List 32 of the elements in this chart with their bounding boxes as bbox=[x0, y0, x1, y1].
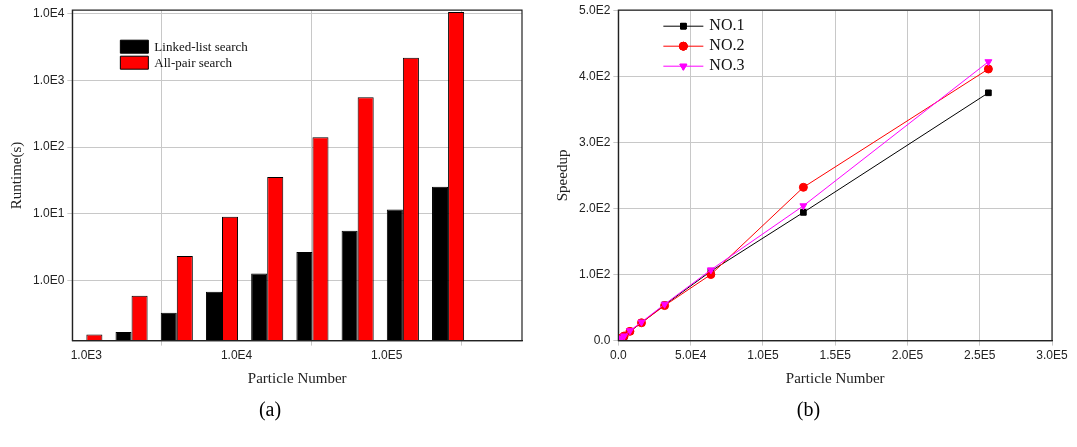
y-tick-label: 1.0E0 bbox=[33, 272, 65, 287]
y-tick-label: 1.0E2 bbox=[33, 139, 65, 154]
x-tick-label: 1.0E3 bbox=[70, 348, 103, 363]
x-tick-label: 1.0E5 bbox=[371, 348, 403, 363]
x-tick-label: 1.5E5 bbox=[819, 348, 852, 363]
y-tick-label: 5.0E2 bbox=[579, 2, 611, 17]
legend-label: All-pair search bbox=[154, 55, 233, 71]
y-axis-title: Speedup bbox=[553, 149, 570, 202]
x-tick-label: 5.0E4 bbox=[674, 348, 707, 363]
y-axis-title: Runtime(s) bbox=[7, 141, 25, 210]
legend-label: NO.2 bbox=[709, 35, 745, 53]
y-tick-label: 1.0E1 bbox=[33, 206, 65, 221]
text: (a) bbox=[257, 398, 283, 421]
x-tick-label: 2.0E5 bbox=[891, 348, 924, 363]
y-tick-label: 3.0E2 bbox=[579, 134, 611, 149]
x-axis-title: Particle Number bbox=[247, 369, 347, 386]
x-tick-label: 1.0E5 bbox=[747, 348, 779, 363]
x-axis-title: Particle Number bbox=[785, 369, 885, 386]
y-tick-label: 2.0E2 bbox=[579, 200, 611, 215]
legend-label: NO.1 bbox=[709, 15, 745, 33]
y-tick-label: 1.0E3 bbox=[33, 72, 65, 87]
text: (b) bbox=[795, 398, 822, 421]
x-tick-label: 3.0E5 bbox=[1036, 348, 1069, 363]
y-tick-label: 0.0 bbox=[593, 332, 611, 347]
x-tick-label: 2.5E5 bbox=[964, 348, 996, 363]
x-tick-label: 0.0 bbox=[610, 348, 628, 363]
y-tick-label: 4.0E2 bbox=[579, 68, 611, 83]
legend-label: NO.3 bbox=[709, 55, 745, 73]
y-tick-label: 1.0E4 bbox=[33, 5, 65, 20]
legend-label: Linked-list search bbox=[154, 39, 249, 55]
x-tick-label: 1.0E4 bbox=[220, 348, 253, 363]
y-tick-label: 1.0E2 bbox=[579, 266, 611, 281]
